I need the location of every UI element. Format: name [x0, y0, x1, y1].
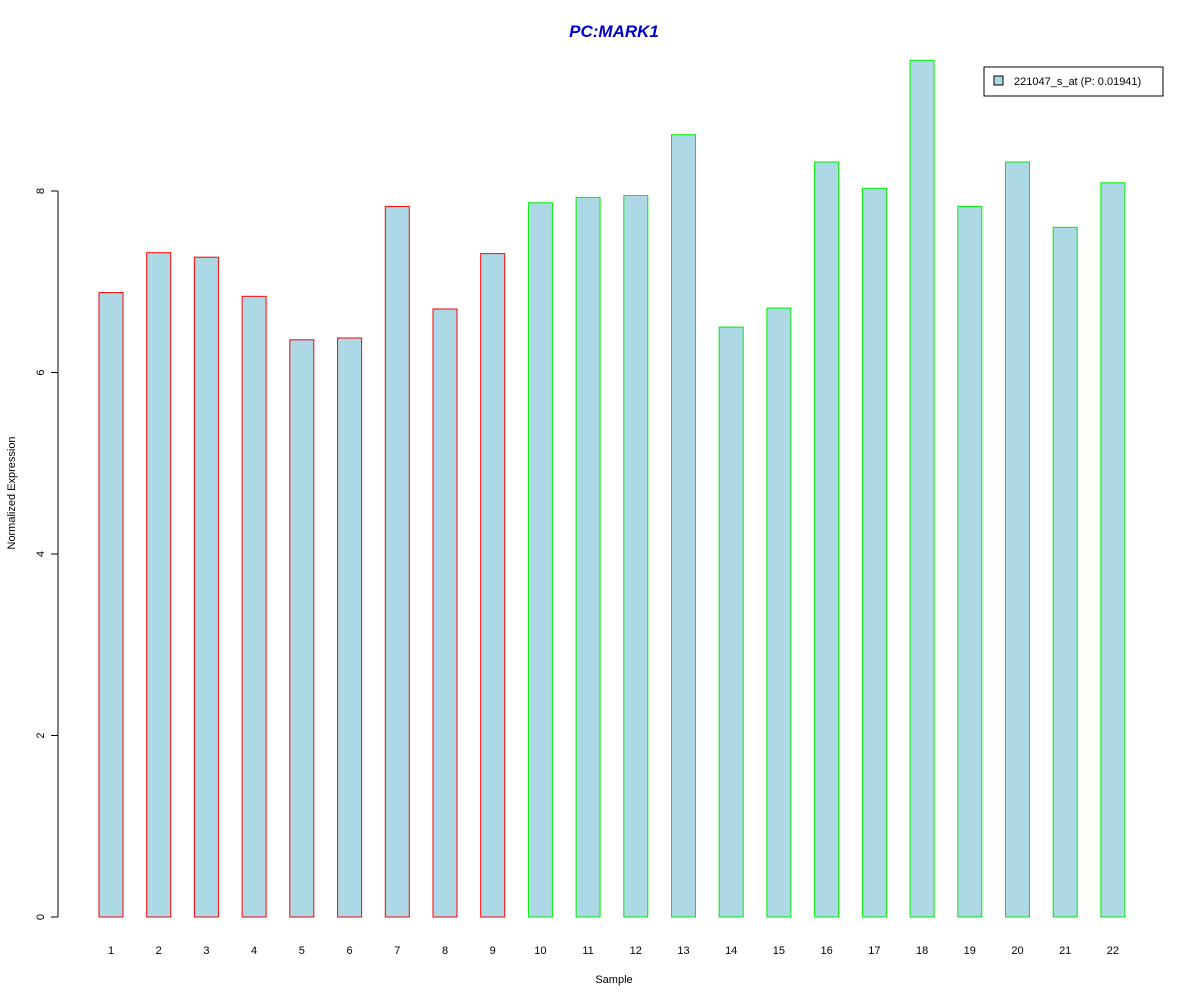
- x-tick-label: 16: [820, 945, 832, 957]
- x-tick-label: 2: [156, 945, 162, 957]
- y-tick-label: 6: [35, 369, 47, 375]
- x-tick-label: 13: [677, 945, 689, 957]
- bar-sample-8: [432, 308, 458, 918]
- bar-sample-3: [193, 256, 219, 918]
- bar-sample-15: [766, 307, 792, 918]
- bar-sample-19: [957, 205, 983, 918]
- y-tick-label: 0: [35, 914, 47, 920]
- bar-sample-21: [1052, 226, 1078, 918]
- bar-sample-7: [384, 205, 410, 918]
- bar-sample-18: [909, 59, 935, 918]
- x-tick-label: 4: [251, 945, 257, 957]
- bar-sample-13: [671, 134, 696, 918]
- bar-sample-12: [623, 195, 649, 918]
- legend-box: [983, 66, 1164, 97]
- bar-sample-10: [527, 202, 553, 918]
- x-axis-label: Sample: [595, 974, 632, 986]
- legend-label: 221047_s_at (P: 0.01941): [1014, 76, 1141, 88]
- x-tick-label: 21: [1059, 945, 1071, 957]
- x-tick-label: 22: [1107, 945, 1119, 957]
- x-tick-label: 1: [108, 945, 114, 957]
- bar-sample-20: [1005, 161, 1030, 918]
- bar-sample-6: [337, 337, 363, 918]
- bar-sample-5: [289, 339, 315, 918]
- x-tick-label: 7: [394, 945, 400, 957]
- bar-sample-9: [480, 253, 506, 918]
- x-tick-label: 18: [916, 945, 928, 957]
- bar-group: [98, 59, 1126, 918]
- bar-sample-1: [98, 292, 124, 918]
- y-axis: 0 2 4 6 8: [35, 188, 59, 920]
- y-tick-label: 4: [35, 551, 47, 557]
- x-tick-labels: 1 2 3 4 5 6 7 8 9 10 11 12 13 14 15 16 17 18 19 20 21 22: [108, 945, 1119, 957]
- x-tick-label: 15: [773, 945, 785, 957]
- x-tick-label: 11: [582, 945, 593, 957]
- y-tick-label: 2: [35, 732, 47, 738]
- bar-sample-4: [241, 295, 267, 918]
- x-tick-label: 9: [490, 945, 496, 957]
- bar-sample-17: [861, 187, 887, 918]
- bar-sample-16: [814, 161, 840, 918]
- bar-sample-14: [718, 326, 744, 918]
- chart-title: PC:MARK1: [569, 22, 659, 41]
- x-tick-label: 19: [964, 945, 976, 957]
- bar-sample-11: [575, 196, 601, 918]
- x-tick-label: 17: [868, 945, 880, 957]
- x-tick-label: 5: [299, 945, 305, 957]
- x-tick-label: 8: [442, 945, 448, 957]
- x-tick-label: 14: [725, 945, 737, 957]
- x-tick-label: 12: [630, 945, 642, 957]
- legend-swatch: [993, 75, 1004, 86]
- bar-sample-22: [1100, 182, 1126, 918]
- bar-sample-2: [146, 252, 172, 918]
- x-tick-label: 3: [203, 945, 209, 957]
- x-tick-label: 6: [347, 945, 353, 957]
- y-axis-label: Normalized Expression: [6, 436, 18, 549]
- x-tick-label: 10: [534, 945, 546, 957]
- y-tick-label: 8: [35, 188, 47, 194]
- x-tick-label: 20: [1011, 945, 1023, 957]
- legend: 221047_s_at (P: 0.01941): [983, 66, 1164, 97]
